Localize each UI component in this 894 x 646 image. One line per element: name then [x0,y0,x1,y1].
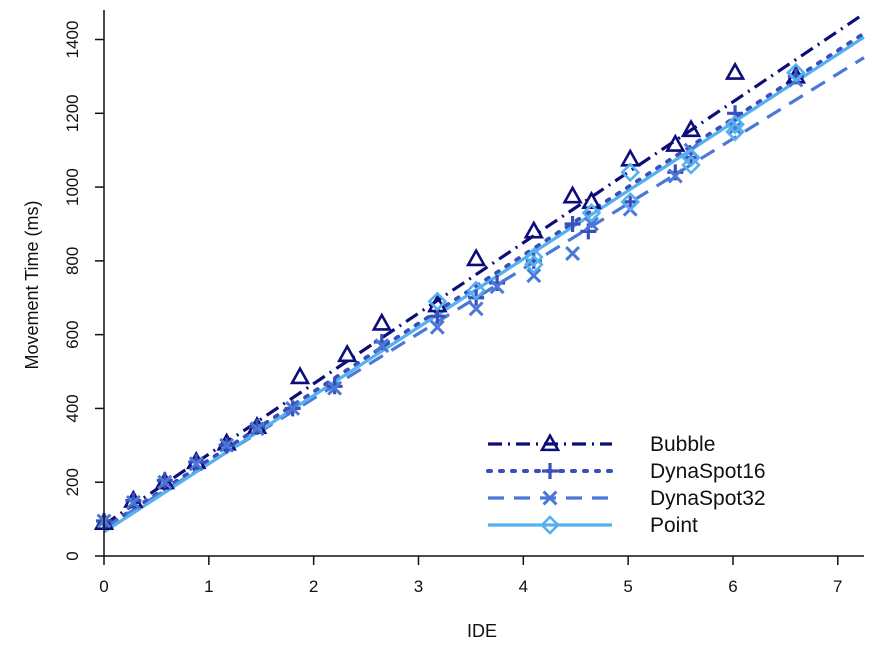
x-tick-label: 2 [309,577,318,596]
data-point [681,147,701,168]
data-point [565,246,581,261]
data-point [289,366,311,385]
data-point [727,120,743,136]
data-point [489,279,505,295]
data-point [188,456,204,472]
y-tick-label: 400 [63,394,82,422]
y-tick-label: 800 [63,247,82,275]
data-points [93,61,807,530]
data-point [427,291,448,312]
y-tick-label: 1400 [63,21,82,59]
data-point [285,400,301,416]
y-tick-label: 200 [63,468,82,496]
series-line [102,31,866,531]
data-point [725,114,745,135]
data-point [465,247,487,267]
x-axis-label: IDE [467,621,497,641]
data-point [620,191,641,212]
x-tick-label: 6 [728,577,737,596]
x-tick-label: 4 [519,577,528,596]
data-point [581,203,602,223]
x-tick-label: 7 [833,577,842,596]
x-tick-label: 3 [414,577,423,596]
data-point [681,155,701,175]
data-point [125,495,141,510]
series-line [103,56,865,530]
data-point [219,437,235,453]
data-point [523,254,544,275]
series-line [103,35,865,534]
x-tick-label: 0 [99,577,108,596]
data-point [542,463,558,479]
regression-lines [102,12,866,534]
legend-label: Bubble [650,433,715,456]
legend-label: DynaSpot16 [650,460,766,483]
data-point [665,133,686,152]
data-point [786,62,806,83]
data-point [620,162,641,183]
data-point [157,474,173,490]
data-point [542,490,558,506]
data-point [581,190,602,210]
y-tick-label: 1200 [63,94,82,132]
x-tick-label: 5 [623,577,632,596]
y-tick-label: 1000 [63,168,82,206]
data-point [466,280,486,301]
y-axis-label: Movement Time (ms) [22,200,42,369]
x-tick-label: 1 [204,577,213,596]
data-point [523,220,545,239]
data-point [526,268,542,284]
data-point [562,185,583,204]
data-point [539,432,561,452]
data-point [727,105,744,122]
data-point [327,380,343,396]
legend-label: DynaSpot32 [650,487,766,510]
axes: 0 1 2 3 4 5 6 7 0 200 400 600 800 1000 1200 1400 [63,10,864,596]
data-point [249,421,265,437]
data-point [429,319,445,335]
data-point [523,247,544,268]
data-point [468,301,484,317]
data-point [336,343,358,363]
data-point [667,168,683,184]
data-point [371,312,393,331]
y-tick-label: 600 [63,320,82,348]
legend: Bubble DynaSpot16 DynaSpot32 Point [486,432,766,537]
data-point [680,118,702,138]
y-tick-label: 0 [63,551,82,560]
data-point [724,61,746,80]
data-point [725,121,745,142]
data-point [374,338,390,354]
data-point [564,215,581,232]
data-point [540,515,560,535]
data-point [583,216,599,232]
legend-label: Point [650,514,698,537]
